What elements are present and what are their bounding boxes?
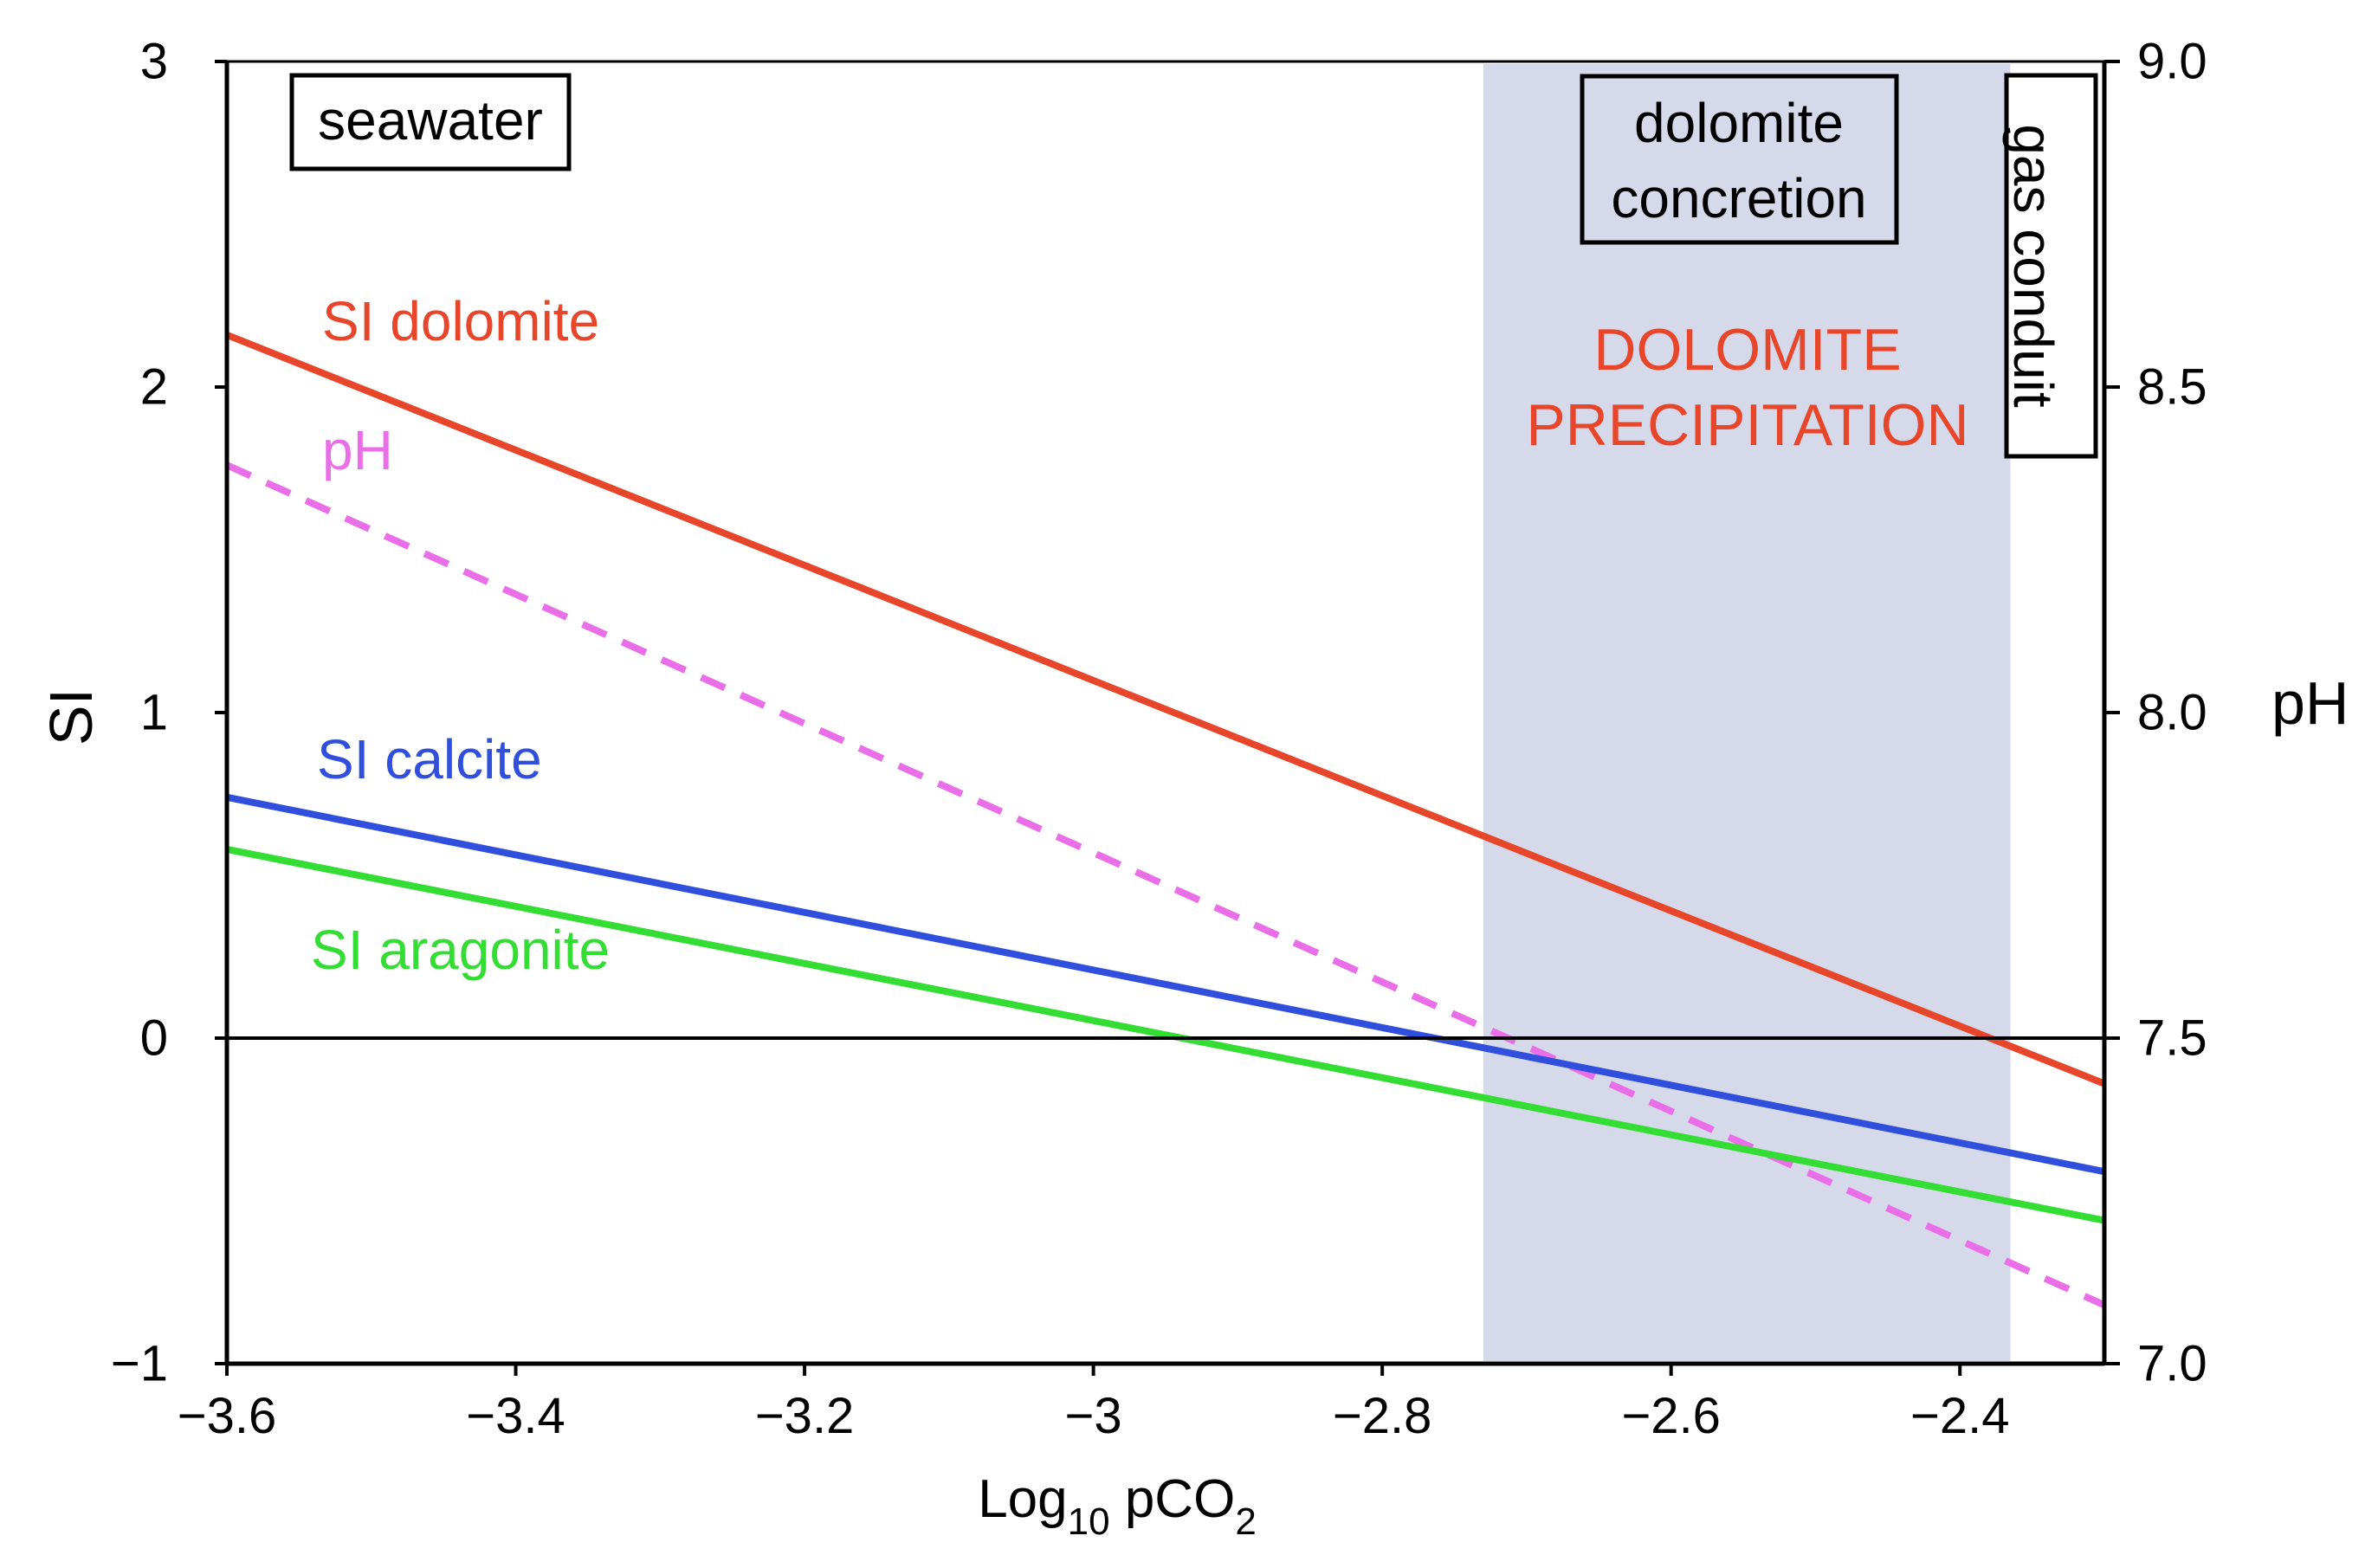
x-tick-label: −3.4 (466, 1388, 565, 1444)
y2-tick-label: 9.0 (2137, 34, 2207, 90)
series-line-ph (225, 461, 2106, 1308)
shaded-region-dolomite-concretion (1483, 64, 2011, 1361)
x-tick-label: −2.6 (1621, 1388, 1721, 1444)
series-label-si-dolomite: SI dolomite (322, 290, 599, 352)
y-tick-label: 2 (140, 359, 168, 416)
series-line-si-dolomite (225, 332, 2106, 1087)
x-tick-label: −3.6 (178, 1388, 277, 1444)
x-axis-title-sub2: 2 (1235, 1500, 1256, 1543)
series-line-si-calcite (226, 793, 2105, 1176)
x-tick-label: −2.8 (1333, 1388, 1432, 1444)
precipitation-label-line2: PRECIPITATION (1526, 392, 1968, 458)
y-tick-label: 0 (140, 1010, 168, 1067)
series-line-si-aragonite (226, 845, 2105, 1224)
seawater-box (289, 73, 572, 171)
dolomite-concretion-label-line2: concretion (1611, 167, 1866, 229)
precipitation-label-line1: DOLOMITE (1593, 317, 1901, 383)
y2-axis-title-ph: pH (2271, 669, 2349, 737)
x-tick-label: −2.4 (1910, 1388, 2010, 1444)
y-axis-title-si: SI (37, 688, 105, 745)
y2-tick-label: 8.0 (2137, 685, 2207, 741)
gas-conduit-label: gas conduit (2002, 124, 2065, 408)
series-label-si-calcite: SI calcite (317, 728, 542, 790)
x-tick-label: −3.2 (755, 1388, 855, 1444)
y-tick-label: −1 (111, 1336, 168, 1392)
y-tick-label: 3 (140, 34, 168, 90)
y2-tick-label: 8.5 (2137, 359, 2207, 416)
seawater-label: seawater (318, 89, 543, 152)
dolomite-concretion-label-line1: dolomite (1634, 92, 1844, 154)
dolomite-concretion-box (1580, 74, 1899, 245)
series-label-ph: pH (322, 419, 393, 481)
x-tick-label: −3 (1065, 1388, 1122, 1444)
y-tick-label: 1 (140, 685, 168, 741)
gas-conduit-box (2004, 73, 2098, 459)
x-axis-title-sub10: 10 (1068, 1500, 1110, 1543)
series-label-si-aragonite: SI aragonite (311, 919, 610, 981)
x-axis-title: Log10 pCO2 (978, 1469, 1257, 1543)
x-axis-title-log: Log (978, 1469, 1067, 1529)
y2-tick-label: 7.5 (2137, 1010, 2207, 1067)
x-axis-title-pco: pCO (1110, 1469, 1236, 1529)
y2-tick-label: 7.0 (2137, 1336, 2207, 1392)
